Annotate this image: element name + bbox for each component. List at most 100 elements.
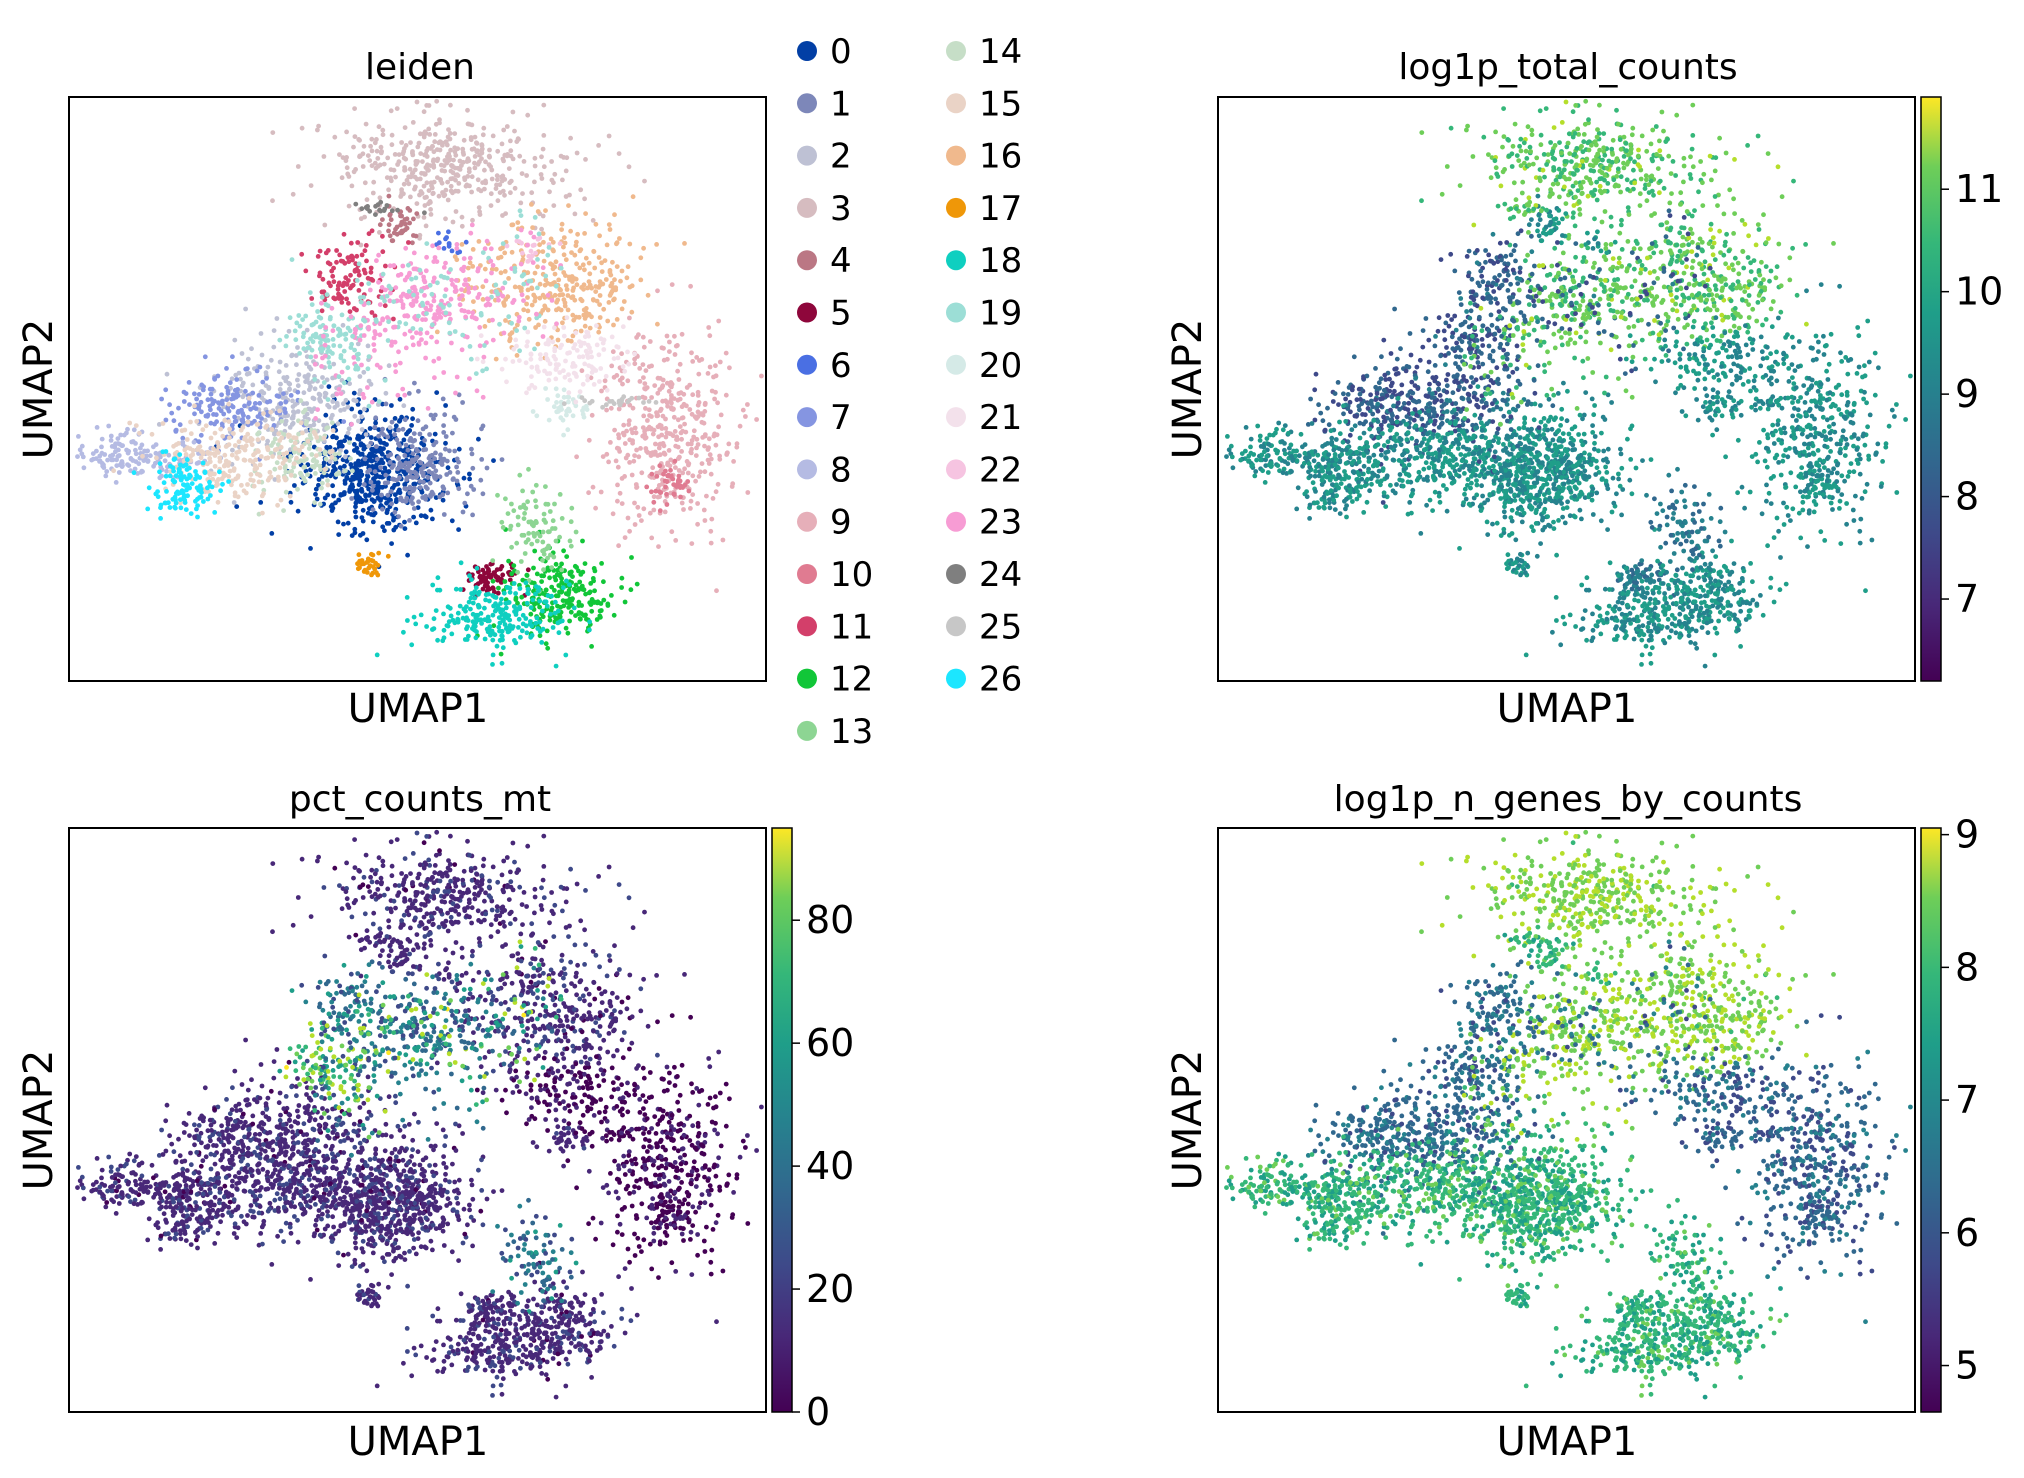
scatter-point	[698, 469, 703, 475]
scatter-point	[360, 164, 366, 169]
scatter-point	[508, 138, 513, 144]
scatter-point	[458, 560, 464, 566]
scatter-point	[624, 275, 630, 281]
scatter-point	[342, 438, 347, 444]
scatter-point	[639, 470, 645, 476]
scatter-point	[254, 422, 260, 427]
scatter-point	[1501, 442, 1506, 447]
scatter-point	[663, 484, 668, 490]
scatter-point	[377, 438, 383, 443]
scatter-point	[281, 508, 286, 513]
scatter-point	[587, 345, 592, 351]
scatter-point	[227, 426, 233, 432]
scatter-point	[593, 221, 599, 227]
scatter-point	[1535, 469, 1541, 474]
scatter-point	[370, 190, 376, 196]
scatter-point	[529, 190, 535, 196]
scatter-point	[429, 183, 434, 189]
scatter-point	[269, 427, 275, 432]
scatter-point	[183, 507, 189, 512]
scatter-point	[201, 499, 206, 504]
scatter-point	[412, 485, 417, 491]
scatter-point	[501, 330, 507, 336]
legend: 0123456789101112131415161718192021222324…	[797, 32, 1022, 752]
scatter-point	[469, 451, 475, 457]
scatter-point	[513, 608, 519, 614]
scatter-point	[383, 390, 389, 396]
scatter-point	[672, 352, 678, 357]
scatter-point	[1605, 527, 1610, 532]
scatter-point	[295, 383, 301, 389]
scatter-point	[308, 354, 314, 360]
scatter-point	[432, 473, 438, 479]
scatter-point	[336, 374, 342, 380]
scatter-point	[533, 498, 538, 504]
scatter-point	[359, 486, 364, 492]
scatter-point	[474, 388, 480, 394]
scatter-point	[652, 383, 658, 388]
scatter-point	[81, 465, 87, 471]
scatter-point	[598, 608, 604, 613]
scatter-point	[467, 260, 473, 266]
scatter-point	[708, 540, 714, 546]
scatter-point	[519, 285, 524, 291]
scatter-point	[227, 468, 233, 474]
scatter-point	[246, 395, 252, 401]
scatter-point	[669, 529, 675, 535]
scatter-point	[400, 263, 406, 269]
scatter-point	[315, 309, 320, 314]
scatter-point	[267, 475, 272, 481]
scatter-point	[318, 315, 324, 321]
scatter-point	[317, 447, 323, 452]
scatter-point	[1542, 423, 1548, 429]
scatter-point	[232, 414, 238, 420]
scatter-point	[320, 276, 326, 282]
scatter-point	[561, 368, 566, 374]
scatter-point	[476, 187, 481, 192]
scatter-point	[509, 544, 514, 550]
scatter-point	[442, 158, 448, 163]
scatter-point	[612, 277, 617, 283]
scatter-point	[592, 568, 598, 574]
scatter-point	[502, 250, 508, 256]
scatter-point	[231, 396, 237, 401]
scatter-point	[212, 421, 218, 427]
scatter-point	[601, 306, 607, 312]
legend-marker	[797, 511, 817, 532]
scatter-point	[689, 438, 695, 443]
scatter-point	[615, 498, 620, 504]
scatter-point	[712, 396, 717, 402]
scatter-point	[263, 383, 269, 388]
scatter-point	[470, 600, 476, 606]
scatter-point	[553, 663, 559, 669]
scatter-point	[251, 483, 257, 489]
scatter-point	[380, 401, 385, 407]
legend-marker	[946, 250, 966, 271]
scatter-point	[598, 282, 603, 288]
scatter-point	[438, 273, 444, 279]
scatter-point	[320, 474, 325, 479]
scatter-point	[595, 600, 600, 606]
scatter-point	[410, 335, 415, 340]
scatter-point	[80, 454, 86, 460]
scatter-point	[212, 376, 217, 381]
scatter-point	[455, 470, 461, 475]
scatter-point	[408, 174, 414, 180]
scatter-point	[394, 224, 400, 230]
scatter-point	[382, 327, 388, 333]
scatter-point	[574, 239, 579, 245]
scatter-point	[182, 497, 188, 503]
scatter-point	[657, 452, 663, 458]
scatter-point	[403, 156, 409, 162]
scatter-point	[308, 384, 313, 390]
scatter-point	[568, 543, 574, 549]
scatter-point	[619, 476, 625, 481]
scatter-point	[480, 491, 486, 497]
scatter-point	[362, 318, 368, 324]
scatter-point	[460, 332, 466, 338]
scatter-point	[424, 624, 429, 629]
scatter-point	[479, 142, 485, 148]
scatter-point	[301, 475, 307, 481]
scatter-point	[696, 474, 702, 479]
scatter-point	[675, 478, 681, 484]
